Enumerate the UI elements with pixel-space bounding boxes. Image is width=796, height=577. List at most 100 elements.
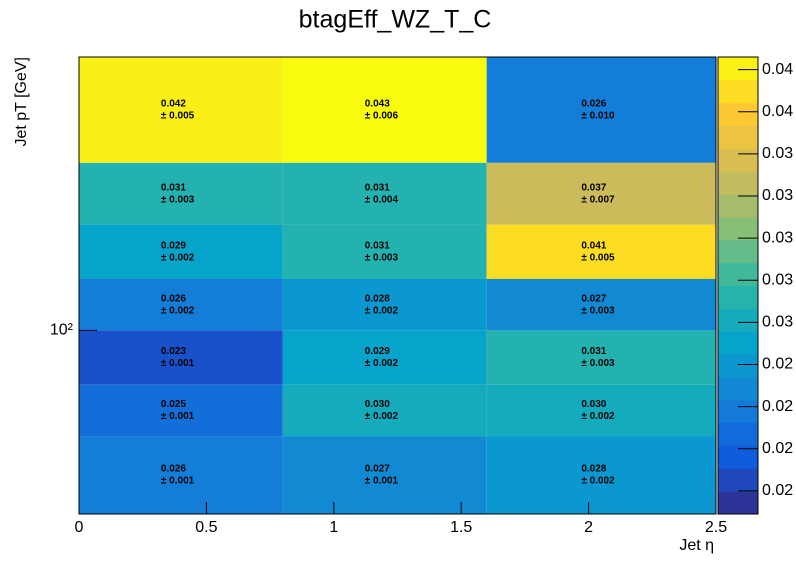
color-band — [718, 376, 758, 401]
value-label: 0.026 — [161, 293, 186, 304]
heatmap-cell — [486, 384, 716, 437]
error-label: ± 0.010 — [581, 111, 615, 122]
color-band — [718, 79, 758, 104]
heatmap-cell — [486, 57, 716, 163]
value-label: 0.025 — [161, 399, 186, 410]
heatmap-cell — [282, 384, 487, 437]
z-tick-label: 0.03 — [762, 187, 793, 204]
color-band — [718, 57, 758, 81]
error-label: ± 0.002 — [365, 411, 399, 422]
z-tick-label: 0.04 — [762, 103, 793, 120]
x-tick-label: 2 — [584, 519, 593, 536]
color-band — [718, 331, 758, 355]
color-band — [718, 422, 758, 446]
error-label: ± 0.006 — [365, 111, 399, 122]
value-label: 0.037 — [581, 182, 606, 193]
error-label: ± 0.002 — [365, 305, 399, 316]
value-label: 0.030 — [365, 399, 390, 410]
x-axis-label: Jet η — [679, 537, 714, 554]
y-tick-label: 10² — [50, 322, 74, 339]
value-label: 0.028 — [581, 464, 606, 475]
error-label: ± 0.001 — [161, 358, 195, 369]
error-label: ± 0.002 — [581, 476, 615, 487]
x-tick-label: 0 — [75, 519, 84, 536]
y-axis-label: Jet pT [GeV] — [13, 57, 30, 147]
color-band — [718, 125, 758, 149]
heatmap-cell — [486, 162, 716, 225]
value-label: 0.031 — [581, 346, 606, 357]
color-band — [718, 399, 758, 424]
chart-title: btagEff_WZ_T_C — [299, 6, 492, 34]
value-label: 0.043 — [365, 99, 390, 110]
x-tick-label: 0.5 — [195, 519, 217, 536]
value-label: 0.026 — [161, 464, 186, 475]
x-tick-label: 2.5 — [705, 519, 727, 536]
value-label: 0.029 — [365, 346, 390, 357]
value-label: 0.041 — [581, 240, 606, 251]
heatmap-cell — [79, 224, 283, 280]
heatmap-cell — [282, 57, 487, 163]
error-label: ± 0.007 — [581, 194, 615, 205]
plot-frame — [78, 56, 717, 515]
z-tick-label: 0.03 — [762, 314, 793, 331]
heatmap-cell — [282, 279, 487, 331]
heatmap-cell — [486, 330, 716, 385]
value-label: 0.031 — [365, 240, 390, 251]
z-tick-label: 0.02 — [762, 356, 793, 373]
error-label: ± 0.002 — [365, 358, 399, 369]
z-tick-label: 0.04 — [762, 61, 793, 78]
z-tick-label: 0.02 — [762, 440, 793, 457]
error-label: ± 0.001 — [161, 411, 195, 422]
color-band — [718, 171, 758, 195]
value-label: 0.023 — [161, 346, 186, 357]
heatmap-cell — [282, 436, 487, 514]
error-label: ± 0.001 — [365, 476, 399, 487]
error-label: ± 0.002 — [161, 305, 195, 316]
value-label: 0.028 — [365, 293, 390, 304]
color-band — [718, 216, 758, 241]
color-band — [718, 148, 758, 172]
z-tick-label: 0.02 — [762, 398, 793, 415]
value-label: 0.029 — [161, 240, 186, 251]
error-label: ± 0.003 — [581, 305, 615, 316]
heatmap-cell — [282, 330, 487, 385]
color-band — [718, 308, 758, 332]
error-label: ± 0.005 — [581, 252, 615, 263]
value-label: 0.031 — [161, 182, 186, 193]
colorbar-frame — [717, 56, 759, 515]
value-label: 0.027 — [365, 464, 390, 475]
color-band — [718, 102, 758, 127]
color-band — [718, 239, 758, 264]
value-label: 0.027 — [581, 293, 606, 304]
error-label: ± 0.004 — [365, 194, 399, 205]
error-label: ± 0.003 — [161, 194, 195, 205]
value-label: 0.026 — [581, 99, 606, 110]
z-tick-label: 0.03 — [762, 229, 793, 246]
error-label: ± 0.003 — [581, 358, 615, 369]
heatmap-cell — [282, 224, 487, 280]
error-label: ± 0.002 — [581, 411, 615, 422]
x-tick-label: 1.5 — [450, 519, 472, 536]
heatmap-cell — [79, 384, 283, 437]
heatmap-cell — [79, 436, 283, 514]
error-label: ± 0.005 — [161, 111, 195, 122]
value-label: 0.030 — [581, 399, 606, 410]
z-tick-label: 0.03 — [762, 145, 793, 162]
color-band — [718, 468, 758, 492]
color-band — [718, 262, 758, 286]
heatmap-cell — [79, 57, 283, 163]
heatmap-cell — [486, 224, 716, 280]
color-band — [718, 194, 758, 218]
color-band — [718, 491, 758, 515]
heatmap-cell — [79, 330, 283, 385]
color-band — [718, 445, 758, 469]
heatmap-cell — [282, 162, 487, 225]
x-tick-label: 1 — [329, 519, 338, 536]
color-band — [718, 354, 758, 378]
error-label: ± 0.002 — [161, 252, 195, 263]
z-tick-label: 0.02 — [762, 482, 793, 499]
value-label: 0.042 — [161, 99, 186, 110]
error-label: ± 0.003 — [365, 252, 399, 263]
